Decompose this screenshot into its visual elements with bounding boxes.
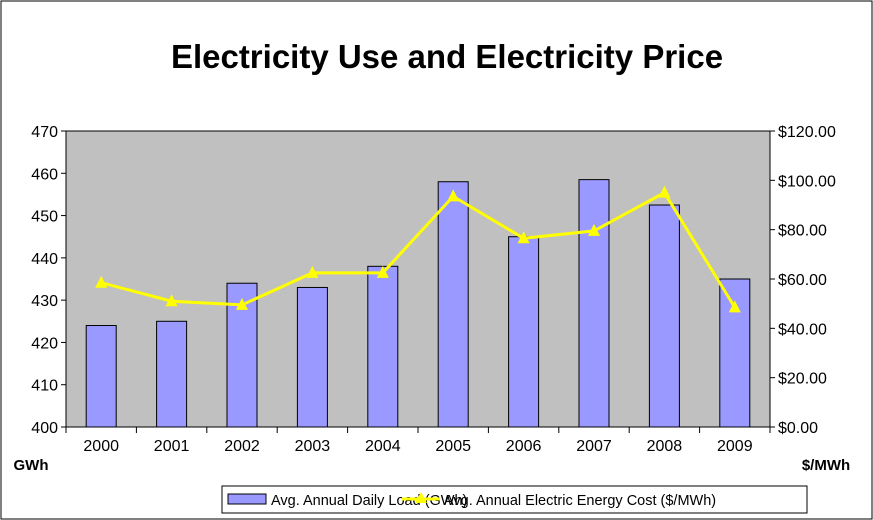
legend-line-marker <box>415 492 427 503</box>
line-point-2001 <box>165 294 178 307</box>
x-tick-label: 2005 <box>435 438 471 455</box>
y-left-tick-label: 400 <box>31 420 58 437</box>
line-point-2009 <box>728 300 741 313</box>
x-tick-label: 2003 <box>295 438 331 455</box>
y-left-tick-label: 420 <box>31 335 58 352</box>
y-right-tick-label: $20.00 <box>778 371 827 388</box>
y-left-tick-label: 430 <box>31 293 58 310</box>
line-point-2008 <box>658 185 671 198</box>
legend-line-label: Avg. Annual Electric Energy Cost ($/MWh) <box>444 493 716 509</box>
bar-2008 <box>648 204 680 428</box>
y-right-tick-label: $0.00 <box>778 420 818 437</box>
x-tick-label: 2008 <box>647 438 683 455</box>
x-tick-label: 2004 <box>365 438 401 455</box>
legend-box <box>221 485 808 514</box>
y-left-tick-label: 470 <box>31 124 58 141</box>
line-point-2004 <box>376 265 389 278</box>
chart-title: Electricity Use and Electricity Price <box>171 38 723 75</box>
x-tick-label: 2001 <box>154 438 190 455</box>
y-left-axis-label: GWh <box>14 457 49 474</box>
line-point-2006 <box>517 231 530 244</box>
line-point-2000 <box>95 275 108 288</box>
y-right-tick-label: $60.00 <box>778 272 827 289</box>
y-right-tick-label: $100.00 <box>778 173 836 190</box>
bar-2005 <box>437 181 469 428</box>
legend-bar-label: Avg. Annual Daily Load (GWh) <box>271 493 467 509</box>
y-right-tick-label: $120.00 <box>778 124 836 141</box>
y-left-tick-label: 410 <box>31 378 58 395</box>
bar-2000 <box>85 325 117 428</box>
legend-bar-swatch <box>227 493 267 505</box>
line-point-2007 <box>588 223 600 236</box>
y-left-tick-label: 460 <box>31 166 58 183</box>
bar-2001 <box>156 320 188 428</box>
legend: Avg. Annual Daily Load (GWh) Avg. Annual… <box>221 485 808 514</box>
bar-2004 <box>367 265 399 428</box>
series-line <box>100 190 737 309</box>
y-left-tick-label: 450 <box>31 209 58 226</box>
bar-2009 <box>719 278 751 428</box>
y-right-axis-label: $/MWh <box>802 457 850 474</box>
bar-2006 <box>508 236 540 428</box>
x-tick-label: 2006 <box>506 438 542 455</box>
bar-2007 <box>578 179 610 428</box>
line-point-2005 <box>447 189 460 202</box>
y-left-tick-label: 440 <box>31 251 58 268</box>
x-tick-label: 2009 <box>717 438 753 455</box>
x-tick-label: 2000 <box>83 438 119 455</box>
line-point-2003 <box>306 265 319 278</box>
x-tick-label: 2007 <box>576 438 612 455</box>
y-right-tick-label: $40.00 <box>778 321 827 338</box>
y-right-tick-label: $80.00 <box>778 223 827 240</box>
x-tick-label: 2002 <box>224 438 260 455</box>
line-point-2002 <box>236 297 248 310</box>
bar-2003 <box>296 286 328 428</box>
